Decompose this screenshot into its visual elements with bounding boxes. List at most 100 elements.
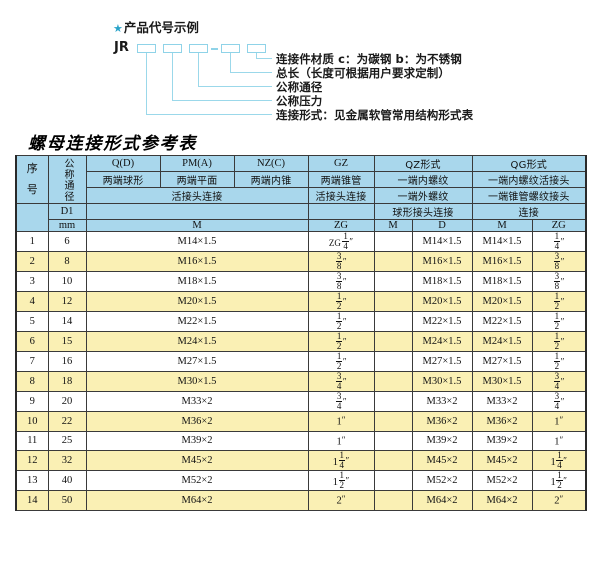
header-unit-mm: mm bbox=[47, 219, 87, 232]
cell-seq: 5 bbox=[15, 311, 49, 332]
cell-qz-d: M18×1.5 bbox=[411, 271, 473, 292]
cell-qz-m bbox=[373, 411, 413, 432]
cell-qz-d: M33×2 bbox=[411, 391, 473, 412]
header-row-units: mm M ZG M D M ZG bbox=[16, 219, 588, 232]
cell-qz-m bbox=[373, 251, 413, 272]
table-row: 5 14 M22×1.5 1 2 ″ M22×1.5 M22×1.5 1 2 ″ bbox=[15, 311, 588, 332]
header-seq-line1: 序 bbox=[26, 161, 38, 175]
cell-qg-zg: 1 1 2 ″ bbox=[531, 470, 588, 492]
cell-qz-m bbox=[373, 450, 413, 472]
header-symbol-gz-zg: ZG bbox=[307, 219, 375, 232]
header-seq-spacer bbox=[15, 203, 49, 232]
cell-qg-m: M18×1.5 bbox=[471, 271, 533, 292]
code-box-3 bbox=[189, 44, 208, 53]
header-blank-qpmnz bbox=[85, 203, 309, 220]
code-prefix-label: JR bbox=[114, 40, 129, 55]
cell-gz-zg: 1 1 2 ″ bbox=[307, 470, 375, 492]
page-title: 螺母连接形式参考表 bbox=[28, 134, 198, 154]
cell-seq: 10 bbox=[15, 411, 49, 432]
header-conn-gz: 活接头连接 bbox=[307, 187, 375, 204]
cell-qz-d: M24×1.5 bbox=[411, 331, 473, 352]
cell-qg-zg: 1″ bbox=[531, 411, 588, 432]
cell-thread-m: M30×1.5 bbox=[85, 371, 309, 392]
table-row: 3 10 M18×1.5 3 8 ″ M18×1.5 M18×1.5 3 8 ″ bbox=[15, 271, 588, 292]
header-conn2-qz: 球形接头连接 bbox=[373, 203, 473, 220]
cell-qg-zg: 1″ bbox=[531, 430, 588, 452]
cell-seq: 6 bbox=[15, 331, 49, 352]
header-group-nzc: NZ(C) bbox=[233, 155, 309, 172]
cell-qz-d: M52×2 bbox=[411, 470, 473, 492]
cell-seq: 3 bbox=[15, 271, 49, 292]
cell-qg-zg: 1 4 ″ bbox=[531, 231, 588, 252]
cell-gz-zg: 2″ bbox=[307, 490, 375, 511]
cell-nominal-diameter: 8 bbox=[47, 251, 87, 272]
cell-thread-m: M27×1.5 bbox=[85, 351, 309, 372]
cell-thread-m: M20×1.5 bbox=[85, 291, 309, 312]
cell-qg-zg: 1 2 ″ bbox=[531, 351, 588, 372]
cell-gz-zg: 1 2 ″ bbox=[307, 291, 375, 312]
table-row: 12 32 M45×2 1 1 4 ″ M45×2 M45×2 1 1 4 ″ bbox=[15, 450, 588, 472]
code-dash bbox=[211, 48, 218, 50]
cell-seq: 9 bbox=[15, 391, 49, 412]
cell-thread-m: M18×1.5 bbox=[85, 271, 309, 292]
cell-qg-m: M14×1.5 bbox=[471, 231, 533, 252]
cell-qz-d: M22×1.5 bbox=[411, 311, 473, 332]
header-symbol-m-main: M bbox=[85, 219, 309, 232]
cell-qg-zg: 1 2 ″ bbox=[531, 331, 588, 352]
cell-seq: 4 bbox=[15, 291, 49, 312]
header-blank-gz bbox=[307, 203, 375, 220]
header-symbol-qz-m: M bbox=[373, 219, 413, 232]
cell-qz-m bbox=[373, 470, 413, 492]
cell-qz-m bbox=[373, 391, 413, 412]
leader-horizontal-3 bbox=[198, 86, 272, 88]
cell-gz-zg: 3 4 ″ bbox=[307, 391, 375, 412]
cell-gz-zg: 1 1 4 ″ bbox=[307, 450, 375, 472]
table-row: 10 22 M36×2 1″ M36×2 M36×2 1″ bbox=[15, 411, 588, 432]
cell-qz-m bbox=[373, 351, 413, 372]
header-symbol-qg-zg: ZG bbox=[531, 219, 588, 232]
table-row: 9 20 M33×2 3 4 ″ M33×2 M33×2 3 4 ″ bbox=[15, 391, 588, 412]
header-row-connection: 活接头连接 活接头连接 一端外螺纹 一端锥管螺纹接头 bbox=[16, 187, 588, 204]
cell-qg-m: M36×2 bbox=[471, 411, 533, 432]
code-box-2 bbox=[163, 44, 182, 53]
header-group-qz: QZ形式 bbox=[373, 155, 473, 172]
cell-nominal-diameter: 12 bbox=[47, 291, 87, 312]
cell-gz-zg: 1 2 ″ bbox=[307, 331, 375, 352]
leader-horizontal-1 bbox=[146, 114, 272, 116]
cell-gz-zg: 3 8 ″ bbox=[307, 251, 375, 272]
cell-seq: 8 bbox=[15, 371, 49, 392]
table-row: 4 12 M20×1.5 1 2 ″ M20×1.5 M20×1.5 1 2 ″ bbox=[15, 291, 588, 312]
table-row: 11 25 M39×2 1″ M39×2 M39×2 1″ bbox=[15, 430, 588, 452]
cell-thread-m: M52×2 bbox=[85, 470, 309, 492]
cell-seq: 2 bbox=[15, 251, 49, 272]
cell-qz-m bbox=[373, 490, 413, 511]
cell-thread-m: M22×1.5 bbox=[85, 311, 309, 332]
cell-seq: 1 bbox=[15, 231, 49, 252]
cell-nominal-diameter: 20 bbox=[47, 391, 87, 412]
cell-qz-m bbox=[373, 231, 413, 252]
cell-nominal-diameter: 40 bbox=[47, 470, 87, 492]
cell-nominal-diameter: 16 bbox=[47, 351, 87, 372]
leader-horizontal-5 bbox=[256, 58, 272, 60]
cell-qg-zg: 1 2 ″ bbox=[531, 291, 588, 312]
cell-qg-zg: 2″ bbox=[531, 490, 588, 511]
cell-nominal-diameter: 15 bbox=[47, 331, 87, 352]
code-box-1 bbox=[137, 44, 156, 53]
cell-qg-m: M52×2 bbox=[471, 470, 533, 492]
header-nominal-diameter: 公称通径 bbox=[47, 155, 87, 204]
cell-qg-zg: 1 1 4 ″ bbox=[531, 450, 588, 472]
table-body: 1 6 M14×1.5 ZG 1 4 ″ M14×1.5 M14×1.5 1 4 ″ 2 8 M16×1.5… bbox=[15, 231, 588, 511]
cell-seq: 11 bbox=[15, 430, 49, 452]
cell-qz-m bbox=[373, 271, 413, 292]
cell-qz-m bbox=[373, 371, 413, 392]
cell-qz-d: M20×1.5 bbox=[411, 291, 473, 312]
header-conn-qpmnz: 活接头连接 bbox=[85, 187, 309, 204]
legend-item-material: 连接件材质 c：为碳钢 b：为不锈钢 bbox=[276, 52, 462, 66]
cell-qz-m bbox=[373, 311, 413, 332]
leader-vertical-4 bbox=[230, 53, 232, 73]
header-desc-pma: 两端平面 bbox=[159, 171, 235, 188]
cell-qz-d: M30×1.5 bbox=[411, 371, 473, 392]
header-desc-nzc: 两端内锥 bbox=[233, 171, 309, 188]
legend-item-conn-type: 连接形式：见金属软管常用结构形式表 bbox=[276, 108, 474, 122]
cell-qg-zg: 3 4 ″ bbox=[531, 371, 588, 392]
